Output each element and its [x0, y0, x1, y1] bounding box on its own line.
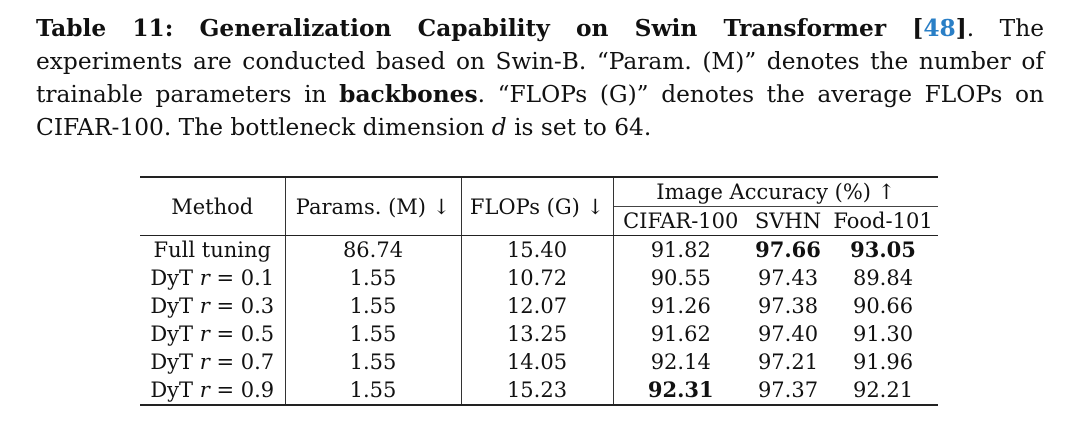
cell-cifar: 91.82: [650, 238, 711, 262]
ratio-symbol: r: [199, 294, 210, 318]
cell-svhn: 97.66: [755, 237, 821, 262]
cell-method: Full tuning: [140, 235, 286, 264]
table-caption: Table 11: Generalization Capability on S…: [36, 12, 1044, 144]
cell-params: 1.55: [285, 264, 462, 292]
caption-text-1: . The experiments are conducted based on…: [36, 15, 1044, 108]
ratio-symbol: r: [199, 378, 210, 402]
header-food: Food-101: [828, 206, 939, 236]
ratio-symbol: r: [199, 350, 210, 374]
cell-cifar: 92.31: [613, 376, 748, 406]
cell-svhn: 97.38: [757, 294, 819, 318]
header-cifar: CIFAR-100: [613, 206, 748, 236]
table-row: DyT r = 0.7 1.55 14.05 92.14 97.21 91.96: [140, 348, 938, 376]
cell-method: DyT r = 0.5: [140, 320, 286, 348]
table-row: Full tuning 86.74 15.40 91.82 97.66 93.05: [140, 235, 938, 264]
caption-title: Table 11: Generalization Capability on S…: [36, 15, 967, 42]
cell-svhn: 97.37: [748, 376, 828, 406]
table-body: Full tuning 86.74 15.40 91.82 97.66 93.05 DyT …: [140, 235, 939, 406]
cell-params: 1.55: [285, 292, 462, 320]
cell-params: 1.55: [285, 348, 462, 376]
cell-cifar: 92.14: [650, 350, 711, 374]
header-image-accuracy: Image Accuracy (%) ↑: [613, 176, 939, 207]
cell-params: 1.55: [285, 320, 462, 348]
ratio-value: 0.9: [240, 378, 275, 402]
ratio-value: 0.3: [240, 294, 275, 318]
cell-cifar: 90.55: [650, 266, 711, 290]
caption-text-2: . “FLOPs (G)” denotes the average FLOPs …: [36, 81, 1044, 141]
cell-params: 86.74: [285, 235, 462, 264]
cell-flops: 13.25: [461, 320, 614, 348]
header-params: Params. (M) ↓: [285, 176, 462, 236]
ratio-value: 0.1: [240, 266, 275, 290]
table-row: DyT r = 0.9 1.55 15.23 92.31 97.37 92.21: [140, 376, 939, 406]
table-row: DyT r = 0.1 1.55 10.72 90.55 97.43 89.84: [140, 264, 938, 292]
cell-svhn: 97.40: [757, 322, 819, 346]
ratio-value: 0.5: [240, 322, 275, 346]
cell-food: 93.05: [850, 237, 916, 262]
caption-bold-word: backbones: [339, 81, 478, 108]
header-flops: FLOPs (G) ↓: [461, 176, 614, 236]
cell-method: DyT r = 0.9: [140, 376, 286, 406]
cell-food: 92.21: [828, 376, 939, 406]
cell-svhn: 97.43: [757, 266, 819, 290]
results-table-container: Method Params. (M) ↓ FLOPs (G) ↓ Image A…: [140, 176, 939, 406]
cell-method: DyT r = 0.3: [140, 292, 286, 320]
ratio-value: 0.7: [240, 350, 275, 374]
cell-method: DyT r = 0.7: [140, 348, 286, 376]
header-svhn: SVHN: [748, 206, 828, 236]
cell-cifar: 91.26: [650, 294, 711, 318]
cell-flops: 15.23: [461, 376, 614, 406]
cell-food: 90.66: [852, 294, 914, 318]
citation-link[interactable]: 48: [923, 15, 956, 42]
method-label: DyT: [150, 322, 200, 346]
method-label: DyT: [150, 266, 200, 290]
cell-flops: 15.40: [461, 235, 614, 264]
cell-food: 91.30: [852, 322, 914, 346]
ratio-symbol: r: [199, 266, 210, 290]
method-label: DyT: [150, 350, 200, 374]
cell-flops: 10.72: [461, 264, 614, 292]
method-label: DyT: [150, 294, 200, 318]
cell-flops: 12.07: [461, 292, 614, 320]
cell-svhn: 97.21: [757, 350, 819, 374]
caption-math-var: d: [491, 114, 507, 141]
table-row: DyT r = 0.5 1.55 13.25 91.62 97.40 91.30: [140, 320, 938, 348]
cell-food: 91.96: [852, 350, 914, 374]
header-method: Method: [140, 176, 286, 236]
ratio-symbol: r: [199, 322, 210, 346]
results-table: Method Params. (M) ↓ FLOPs (G) ↓ Image A…: [140, 176, 939, 406]
cell-cifar: 91.62: [650, 322, 711, 346]
cell-params: 1.55: [285, 376, 462, 406]
table-row: DyT r = 0.3 1.55 12.07 91.26 97.38 90.66: [140, 292, 938, 320]
cell-method: DyT r = 0.1: [140, 264, 286, 292]
cell-food: 89.84: [852, 266, 914, 290]
method-label: Full tuning: [153, 238, 271, 262]
method-label: DyT: [150, 378, 200, 402]
caption-text-3: is set to 64.: [506, 114, 652, 141]
cell-flops: 14.05: [461, 348, 614, 376]
